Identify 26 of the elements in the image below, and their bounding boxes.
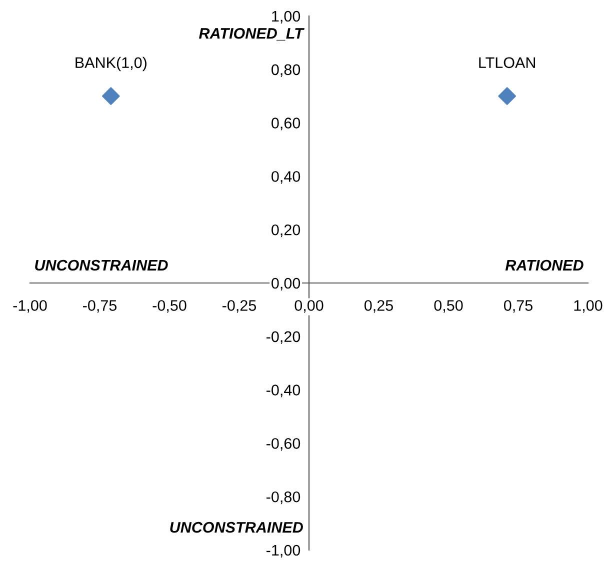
x-tick-label: -1,00 [13,300,47,313]
y-tick-label: 0,60 [272,118,300,130]
y-tick-label: 0,00 [272,278,300,290]
annotation: RATIONED_LT [199,28,304,41]
annotation: UNCONSTRAINED [35,260,168,271]
y-tick-label: 1,00 [272,10,300,24]
x-tick-label: -0,75 [83,300,117,313]
x-tick-label: 0,00 [294,300,324,313]
annotation: RATIONED [505,260,584,271]
y-tick-label: -0,20 [266,331,300,344]
x-tick-label: -0,25 [222,300,256,313]
x-tick-label: 1,00 [574,300,602,313]
y-tick-label: 0,40 [272,171,300,184]
y-tick-label: 0,80 [272,64,300,77]
annotation: BANK(1,0) [76,56,146,72]
x-tick-label: 0,75 [504,300,532,313]
y-tick-label: -0,60 [266,438,300,451]
y-tick-label: -0,80 [266,491,300,504]
y-tick-label: 0,20 [272,224,300,238]
annotation: UNCONSTRAINED [170,522,303,533]
y-tick-label: -1,00 [266,544,300,558]
x-tick-label: -0,50 [152,300,186,313]
y-tick-label: -0,40 [266,384,300,398]
x-tick-label: 0,25 [364,300,393,313]
x-tick-label: 0,50 [434,300,463,313]
annotation: LTLOAN [479,57,535,68]
